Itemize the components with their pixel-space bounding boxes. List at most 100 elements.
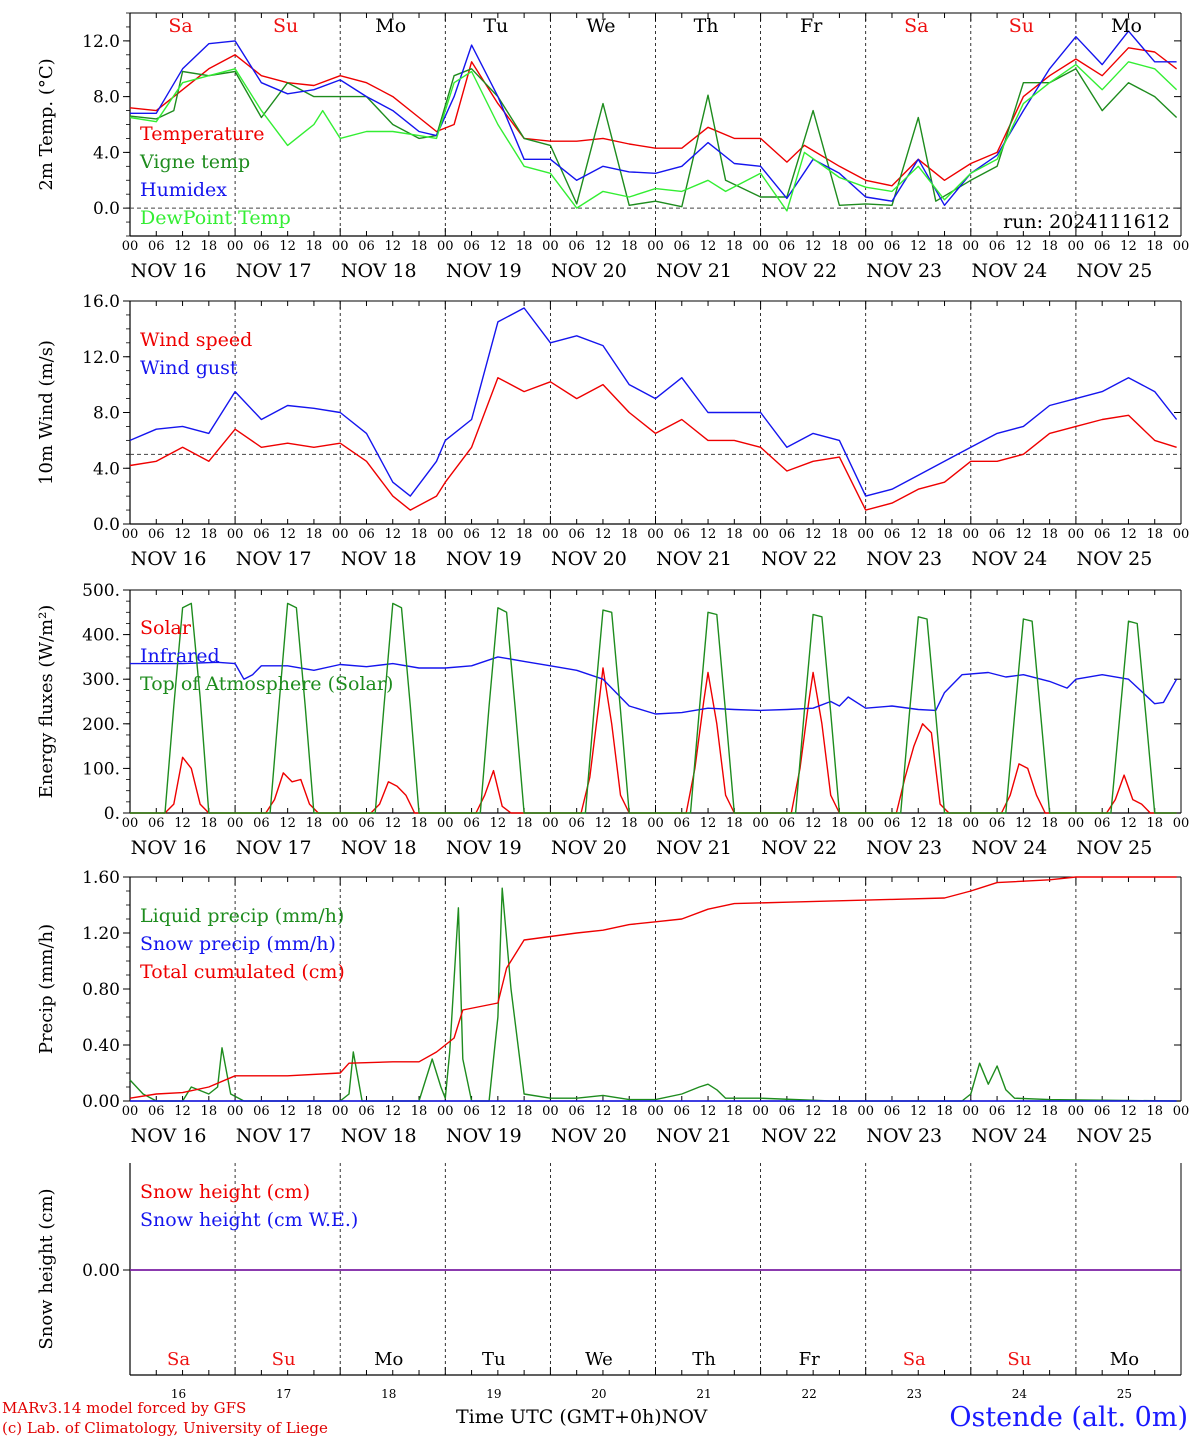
hour-label: 06 xyxy=(1094,527,1111,542)
hour-label: 00 xyxy=(1173,1104,1190,1119)
hour-label: 18 xyxy=(936,239,953,254)
hour-label: 12 xyxy=(384,527,401,542)
hour-label: 18 xyxy=(306,816,323,831)
weekday-label-bottom: We xyxy=(585,1349,613,1370)
hour-label: 18 xyxy=(831,816,848,831)
hour-label: 12 xyxy=(1120,239,1137,254)
weekday-label-top: We xyxy=(586,15,615,37)
lab-credit: (c) Lab. of Climatology, University of L… xyxy=(2,1419,328,1437)
series-line xyxy=(129,68,1178,208)
hour-label: 18 xyxy=(516,1104,533,1119)
hour-label: 18 xyxy=(306,1104,323,1119)
date-label: NOV 25 xyxy=(1077,1125,1153,1147)
hour-label: 06 xyxy=(674,816,691,831)
legend-entry: Snow height (cm W.E.) xyxy=(140,1209,358,1231)
hour-label: 06 xyxy=(674,239,691,254)
hour-label: 06 xyxy=(463,816,480,831)
hour-label: 06 xyxy=(253,1104,270,1119)
hour-label: 06 xyxy=(884,816,901,831)
weekday-label-top: Sa xyxy=(904,15,928,37)
date-label: NOV 23 xyxy=(866,260,942,282)
hour-label: 06 xyxy=(253,527,270,542)
hour-label: 18 xyxy=(516,527,533,542)
hour-label: 12 xyxy=(1015,527,1032,542)
hour-label: 06 xyxy=(568,816,585,831)
y-tick-label: 500. xyxy=(82,581,120,601)
hour-label: 12 xyxy=(279,1104,296,1119)
date-label: NOV 16 xyxy=(131,837,207,859)
hour-label: 12 xyxy=(805,239,822,254)
hour-label: 18 xyxy=(621,527,638,542)
hour-label: 18 xyxy=(201,239,218,254)
hour-label: 00 xyxy=(122,527,139,542)
hour-label: 06 xyxy=(1094,1104,1111,1119)
hour-label: 06 xyxy=(779,527,796,542)
weekday-label-top: Sa xyxy=(168,15,192,37)
series-line xyxy=(129,876,1177,1099)
hour-label: 00 xyxy=(1068,527,1085,542)
hour-label: 00 xyxy=(122,816,139,831)
hour-label: 00 xyxy=(647,816,664,831)
hour-label: 06 xyxy=(568,239,585,254)
hour-label: 12 xyxy=(279,239,296,254)
date-label: NOV 21 xyxy=(656,1125,732,1147)
date-label: NOV 24 xyxy=(971,548,1047,570)
hour-label: 18 xyxy=(306,239,323,254)
hour-label: 12 xyxy=(1015,1104,1032,1119)
hour-label: 00 xyxy=(1068,816,1085,831)
date-label: NOV 18 xyxy=(341,837,417,859)
hour-label: 12 xyxy=(384,816,401,831)
day-number-label: 21 xyxy=(696,1387,711,1401)
legend-entry: Temperature xyxy=(140,123,264,145)
hour-label: 18 xyxy=(1041,527,1058,542)
weekday-label-top: Su xyxy=(273,15,298,37)
weekday-label-bottom: Sa xyxy=(903,1349,926,1370)
panel-2: 0.0 4.0 8.0 12.0 16.0 10m Wind (m/s) Wind spee… xyxy=(36,292,1189,570)
date-label: NOV 22 xyxy=(761,837,837,859)
hour-label: 00 xyxy=(332,239,349,254)
date-label: NOV 16 xyxy=(131,548,207,570)
panel-3: 0. 100. 200. 300. 400. 500. Energy fluxes (W/m… xyxy=(36,581,1189,859)
weekday-label-top: Th xyxy=(694,15,719,37)
hour-label: 18 xyxy=(936,816,953,831)
legend-entry: Snow precip (mm/h) xyxy=(140,933,336,955)
series-line xyxy=(129,377,1177,511)
hour-label: 00 xyxy=(752,1104,769,1119)
y-tick-label: 8.0 xyxy=(93,88,120,108)
date-label: NOV 17 xyxy=(236,260,312,282)
hour-label: 06 xyxy=(358,239,375,254)
hour-label: 06 xyxy=(463,527,480,542)
series-line xyxy=(130,602,1177,814)
hour-label: 00 xyxy=(857,816,874,831)
hour-label: 06 xyxy=(989,1104,1006,1119)
hour-label: 18 xyxy=(1041,1104,1058,1119)
hour-label: 18 xyxy=(411,1104,428,1119)
hour-label: 18 xyxy=(621,816,638,831)
hour-label: 00 xyxy=(963,816,980,831)
hour-label: 12 xyxy=(1120,816,1137,831)
hour-label: 12 xyxy=(910,816,927,831)
hour-label: 18 xyxy=(1146,527,1163,542)
hour-label: 00 xyxy=(542,816,559,831)
hour-label: 06 xyxy=(674,1104,691,1119)
hour-label: 00 xyxy=(542,527,559,542)
hour-label: 00 xyxy=(437,1104,454,1119)
hour-label: 00 xyxy=(963,1104,980,1119)
legend-entry: Wind speed xyxy=(140,329,252,351)
hour-label: 00 xyxy=(437,527,454,542)
date-label: NOV 24 xyxy=(971,837,1047,859)
y-tick-label: 200. xyxy=(82,715,120,735)
panel-1: 0.0 4.0 8.0 12.0 2m Temp. (°C) Temperature Vig… xyxy=(36,12,1189,282)
hour-label: 00 xyxy=(857,527,874,542)
hour-label: 18 xyxy=(411,527,428,542)
hour-label: 18 xyxy=(831,527,848,542)
hour-label: 12 xyxy=(805,527,822,542)
hour-label: 12 xyxy=(174,239,191,254)
y-tick-label: 300. xyxy=(82,670,120,690)
hour-label: 00 xyxy=(332,1104,349,1119)
date-label: NOV 20 xyxy=(551,837,627,859)
y-tick-label: 4.0 xyxy=(93,459,120,479)
legend-entry: Liquid precip (mm/h) xyxy=(140,905,344,927)
day-number-label: 25 xyxy=(1117,1387,1132,1401)
hour-label: 12 xyxy=(279,527,296,542)
